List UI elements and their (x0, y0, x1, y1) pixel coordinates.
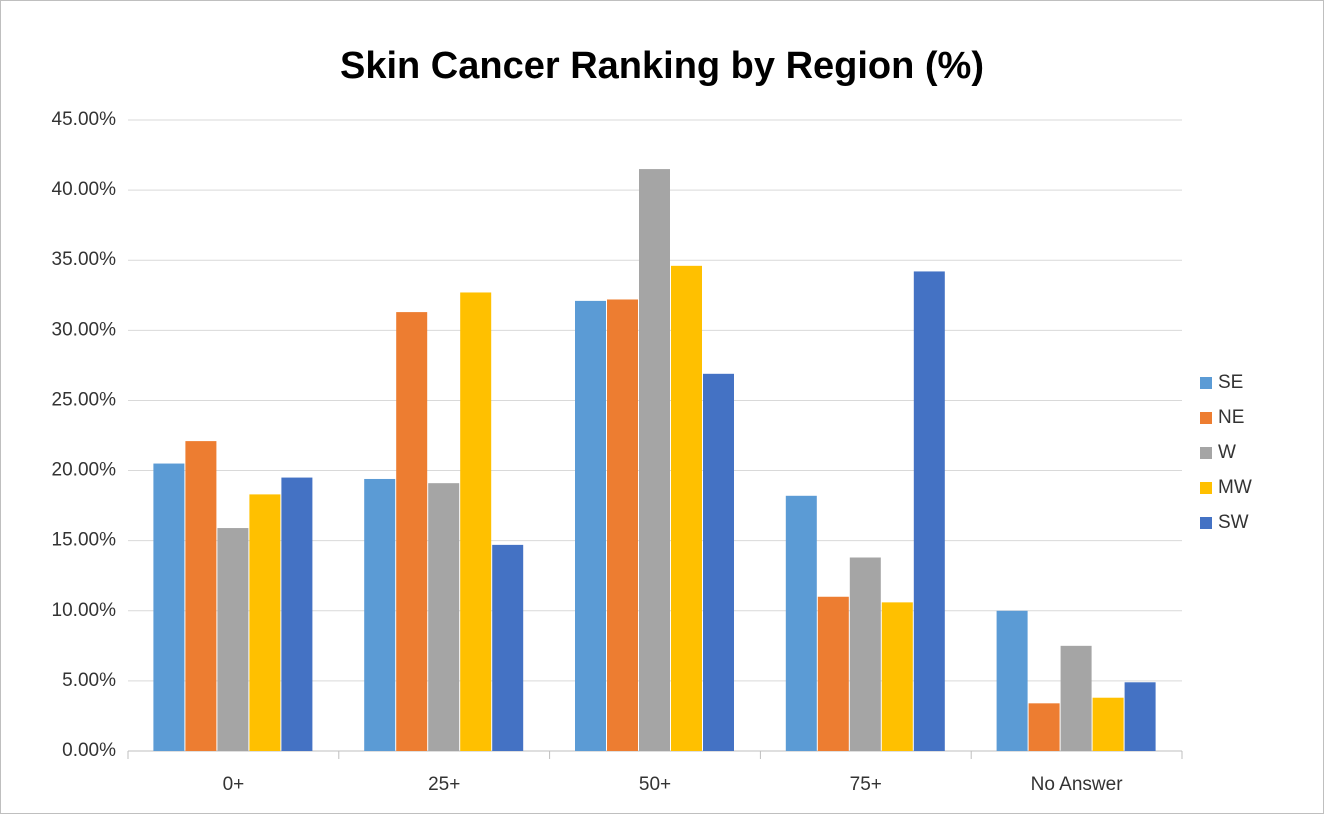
bar (817, 596, 849, 751)
y-tick-label: 45.00% (52, 109, 117, 130)
bar (575, 300, 606, 751)
x-tick-label: 25+ (428, 774, 460, 795)
bar (185, 441, 217, 751)
legend-swatch (1200, 447, 1212, 459)
x-tick-label: No Answer (1031, 774, 1124, 795)
bar (639, 169, 670, 752)
legend-label: NE (1218, 407, 1244, 428)
legend-label: SW (1218, 512, 1249, 533)
bar (1028, 703, 1060, 751)
bar (396, 312, 428, 751)
bar (881, 602, 913, 751)
y-tick-label: 0.00% (62, 740, 116, 761)
bar (217, 528, 249, 751)
y-tick-label: 25.00% (52, 389, 117, 410)
bar (996, 610, 1028, 751)
legend-swatch (1200, 482, 1212, 494)
bar (703, 373, 734, 751)
y-tick-label: 10.00% (52, 600, 117, 621)
bar (428, 483, 460, 751)
bar (849, 557, 881, 751)
bar (364, 478, 396, 751)
legend-swatch (1200, 517, 1212, 529)
bar (913, 271, 945, 751)
bar (671, 265, 702, 751)
bar (492, 544, 524, 751)
bar (785, 495, 817, 751)
bar (607, 299, 638, 751)
legend-label: W (1218, 442, 1236, 463)
y-tick-label: 35.00% (52, 249, 117, 270)
y-tick-label: 5.00% (62, 670, 116, 691)
x-tick-label: 0+ (223, 774, 245, 795)
bar (1060, 645, 1092, 751)
legend-label: SE (1218, 372, 1243, 393)
chart-title: Skin Cancer Ranking by Region (%) (340, 45, 984, 87)
y-tick-label: 40.00% (52, 179, 117, 200)
y-tick-label: 15.00% (52, 530, 117, 551)
y-tick-label: 20.00% (52, 460, 117, 481)
legend-label: MW (1218, 477, 1252, 498)
bar (1124, 682, 1156, 751)
legend-swatch (1200, 412, 1212, 424)
bar (281, 477, 313, 751)
bar (460, 292, 492, 751)
bar (249, 494, 281, 751)
legend-swatch (1200, 377, 1212, 389)
x-tick-label: 75+ (850, 774, 882, 795)
bar (1092, 697, 1124, 751)
y-tick-label: 30.00% (52, 319, 117, 340)
bar (153, 463, 185, 751)
x-tick-label: 50+ (639, 774, 671, 795)
